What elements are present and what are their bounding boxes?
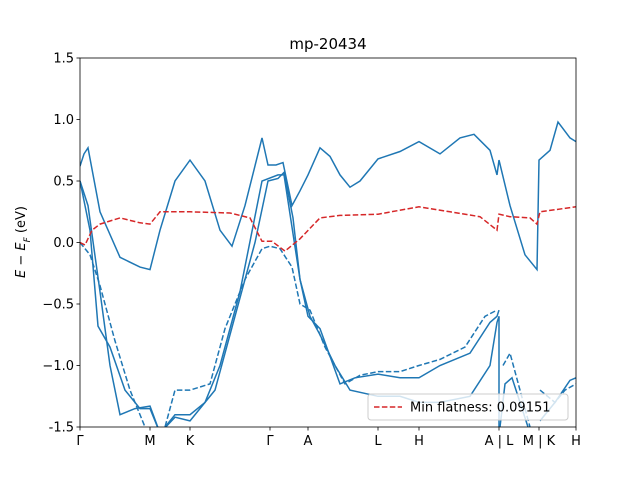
y-tick-label: 0.5 [53, 175, 74, 190]
chart-title: mp-20434 [289, 35, 366, 53]
legend: Min flatness: 0.09151 [367, 393, 569, 421]
y-tick-label: -1.5 [49, 421, 74, 436]
y-tick-label: 1.5 [53, 52, 74, 67]
band-line [80, 206, 576, 253]
x-tick-label: L [374, 434, 382, 449]
x-tick-label: Γ [266, 434, 274, 449]
y-tick-label: 0.0 [53, 236, 74, 251]
x-tick-label: Γ [76, 434, 84, 449]
x-tick-label: H [571, 434, 581, 449]
y-axis-label: E − EF (eV) [14, 206, 33, 278]
y-label-sub: F [23, 236, 33, 242]
y-tick-label: 1.0 [53, 113, 74, 128]
x-tick-label: A | L [485, 434, 515, 449]
legend-label: Min flatness: 0.09151 [410, 401, 551, 416]
y-tick-label: −0.5 [42, 298, 74, 313]
y-label-main: E − E [14, 242, 29, 278]
x-tick-label: M | K [523, 434, 556, 449]
x-tick-label: M [144, 434, 155, 449]
y-tick-label: −1.0 [42, 359, 74, 374]
legend-box [367, 393, 569, 421]
y-label-rest: (eV) [14, 206, 29, 237]
x-tick-label: H [414, 434, 424, 449]
x-tick-label: K [186, 434, 195, 449]
x-tick-label: A [304, 434, 313, 449]
band-line [80, 120, 576, 272]
